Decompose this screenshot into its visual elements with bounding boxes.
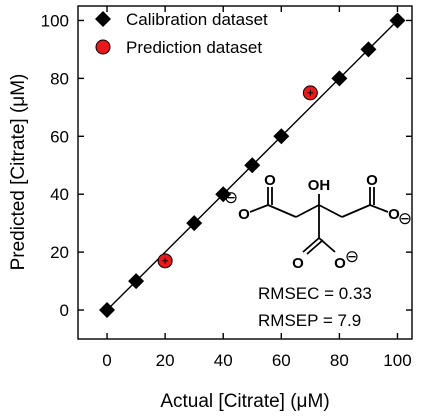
charge-left: ⊖ (224, 188, 238, 207)
y-tick-label: 20 (50, 243, 69, 262)
x-tick-label: 60 (272, 351, 291, 370)
legend: Calibration dataset Prediction dataset (95, 10, 268, 57)
citrate-labels: OH O O ⊖ O O ⊖ O O ⊖ (224, 172, 412, 272)
x-tick-label: 100 (383, 351, 411, 370)
legend-calibration-marker (95, 11, 111, 27)
oxygen-label-left-top: O (264, 172, 276, 189)
calibration-point (244, 157, 261, 174)
legend-prediction-marker (95, 39, 111, 55)
calibration-point (389, 12, 406, 29)
hydroxyl-label: OH (308, 177, 331, 194)
x-tick-label: 20 (156, 351, 175, 370)
ticks-layer: 0 20 40 60 80 100 0 20 40 60 80 100 (41, 6, 412, 370)
bond (295, 204, 320, 218)
oxygen-label-left: O (238, 206, 250, 223)
rmsep-label: RMSEP = 7.9 (258, 311, 361, 330)
y-tick-label: 0 (60, 301, 69, 320)
y-tick-label: 80 (50, 69, 69, 88)
oxygen-label-right-top: O (366, 172, 378, 189)
calibration-point (186, 215, 203, 232)
bond (341, 204, 371, 218)
y-axis-label: Predicted [Citrate] (μM) (8, 74, 29, 271)
x-tick-label: 40 (214, 351, 233, 370)
bond (302, 237, 320, 253)
calibration-point (215, 186, 232, 203)
bond (306, 239, 324, 255)
rmsec-label: RMSEC = 0.33 (258, 284, 372, 303)
oxygen-label-bottom-right: O (334, 255, 346, 272)
calibration-point (331, 70, 348, 87)
bond (267, 204, 297, 218)
y-tick-label: 100 (41, 11, 69, 30)
citrate-structure (249, 187, 389, 255)
y-tick-label: 40 (50, 185, 69, 204)
charge-bottom: ⊖ (345, 247, 359, 266)
calibration-point (99, 302, 116, 319)
oxygen-label-bottom-left: O (292, 255, 304, 272)
y-tick-label: 60 (50, 127, 69, 146)
charge-right: ⊖ (398, 209, 412, 228)
bond (318, 204, 343, 218)
bond (369, 204, 389, 213)
calibration-point (273, 128, 290, 145)
legend-calibration-label: Calibration dataset (126, 10, 268, 29)
legend-prediction-label: Prediction dataset (126, 38, 262, 57)
x-tick-label: 80 (330, 351, 349, 370)
calibration-point (360, 41, 377, 58)
x-axis-label: Actual [Citrate] (μM) (160, 391, 329, 412)
points-layer (99, 12, 406, 319)
oxygen-label-right: O (388, 206, 400, 223)
x-tick-label: 0 (102, 351, 111, 370)
plot-frame (77, 5, 413, 340)
bond (249, 204, 269, 213)
bond (318, 237, 336, 253)
calibration-point (128, 273, 145, 290)
